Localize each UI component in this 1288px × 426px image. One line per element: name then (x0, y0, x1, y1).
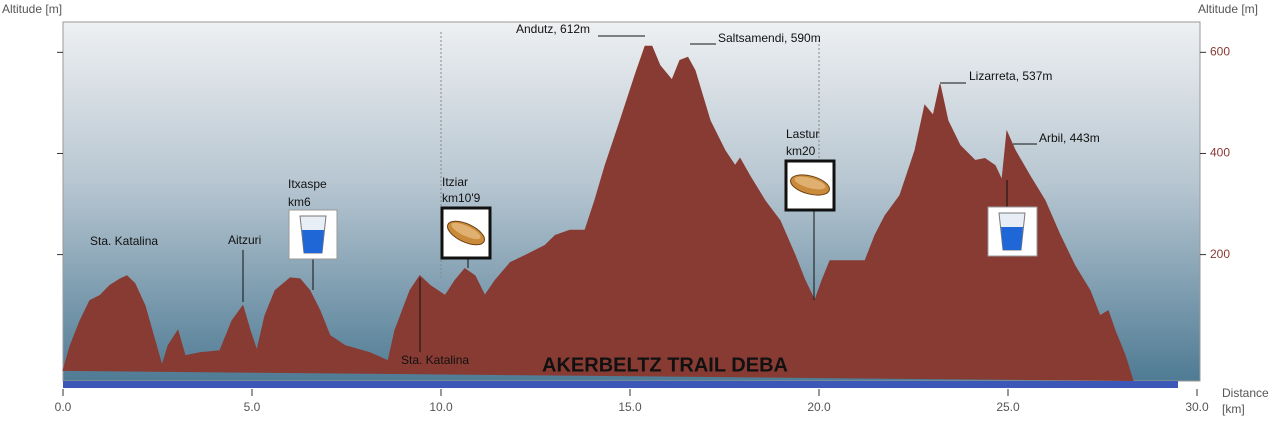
leader-lines (242, 35, 1037, 352)
x-tick-label: 0.0 (55, 400, 72, 414)
x-tick-label: 10.0 (429, 400, 453, 414)
x-tick-label: 5.0 (244, 400, 261, 414)
annotation: Sta. Katalina (90, 234, 158, 248)
water-icon (288, 209, 338, 260)
water-icon (987, 206, 1038, 257)
x-tick-label: 15.0 (618, 400, 642, 414)
y-tick-label: 400 (1210, 146, 1230, 160)
x-axis-label: Distance (1222, 386, 1269, 400)
y-tick-label: 600 (1210, 45, 1230, 59)
y-tick-label: 200 (1210, 247, 1230, 261)
annotation: km10'9 (442, 191, 481, 205)
annotation: Arbil, 443m (1039, 131, 1100, 145)
elevation-area (62, 45, 1134, 382)
annotation: Saltsamendi, 590m (718, 31, 821, 45)
annotation: km6 (288, 195, 311, 209)
annotation: Lastur (786, 127, 819, 141)
y-axis-label: Altitude [m] (2, 2, 62, 16)
annotation: Lizarreta, 537m (969, 69, 1052, 83)
x-tick-label: 20.0 (807, 400, 831, 414)
annotation: Sta. Katalina (401, 353, 469, 367)
y2-axis-label: Altitude [m] (1198, 2, 1258, 16)
annotation: Itxaspe (288, 177, 327, 191)
chart-title: AKERBELTZ TRAIL DEBA (542, 354, 788, 376)
food-icon (784, 159, 836, 212)
x-tick-label: 25.0 (996, 400, 1020, 414)
food-icon (440, 206, 492, 260)
annotation: km20 (786, 144, 816, 158)
x-tick-label: 30.0 (1185, 400, 1209, 414)
baseline-strip (63, 381, 1178, 388)
annotation: Itziar (442, 175, 468, 189)
annotation: Andutz, 612m (516, 22, 590, 36)
x-axis-unit: [km] (1222, 402, 1245, 416)
annotation: Aitzuri (228, 233, 261, 247)
